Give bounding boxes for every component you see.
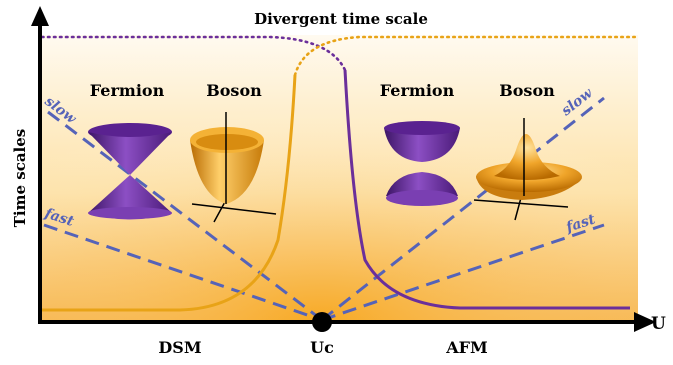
- y-axis-label: Time scales: [11, 129, 29, 227]
- mexican-hat-icon: [473, 118, 582, 221]
- orange-curve: [42, 74, 297, 312]
- right-boson-label: Boson: [499, 81, 555, 100]
- left-fermion-label: Fermion: [90, 81, 165, 100]
- right-fast-dashed-line: [321, 223, 605, 322]
- gapped-fermion-icon: [384, 121, 460, 206]
- diagram-title: Divergent time scale: [254, 10, 428, 28]
- left-boson-label: Boson: [206, 81, 262, 100]
- phase-right-label: AFM: [445, 338, 487, 357]
- critical-point-label: Uc: [310, 338, 334, 357]
- left-slow-dashed-line: [47, 110, 323, 322]
- phase-left-label: DSM: [158, 338, 201, 357]
- dirac-cone-icon: [88, 123, 172, 220]
- x-axis-arrow: [634, 312, 656, 332]
- y-axis-arrow: [31, 6, 49, 26]
- x-axis-label: U: [651, 314, 666, 334]
- right-fermion-label: Fermion: [380, 81, 455, 100]
- purple-dotted-line: [40, 35, 347, 72]
- orange-dotted-line: [293, 35, 638, 77]
- purple-curve: [343, 69, 630, 310]
- right-slow-dashed-line: [321, 96, 605, 322]
- paraboloid-bowl-icon: [190, 112, 277, 223]
- critical-point-marker: [312, 312, 332, 332]
- left-fast-dashed-line: [43, 223, 323, 322]
